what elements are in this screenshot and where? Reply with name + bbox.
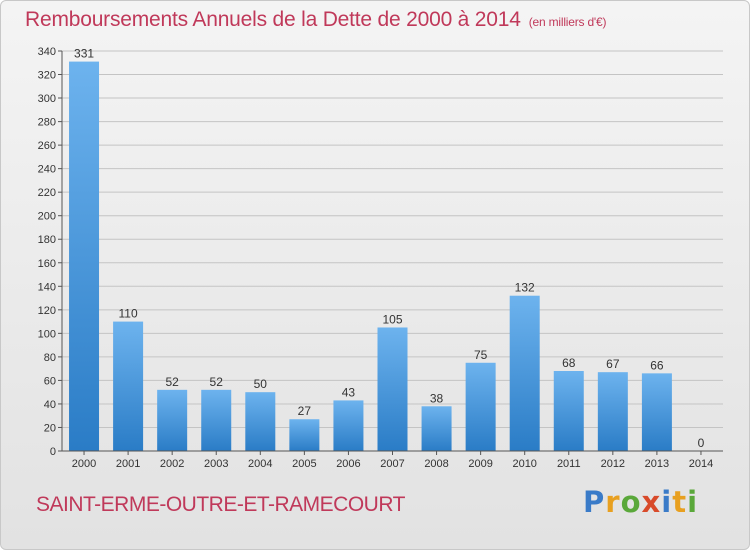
chart-title: Remboursements Annuels de la Dette de 20… bbox=[25, 8, 606, 32]
y-tick-label: 200 bbox=[38, 211, 56, 223]
y-tick-label: 260 bbox=[38, 140, 56, 152]
bar-value-label: 68 bbox=[562, 356, 576, 370]
bar bbox=[113, 321, 144, 451]
bar-value-label: 43 bbox=[342, 385, 356, 399]
bar bbox=[641, 373, 672, 451]
bar bbox=[289, 419, 320, 451]
x-tick-label: 2001 bbox=[116, 458, 140, 470]
y-tick-label: 180 bbox=[38, 234, 56, 246]
proxiti-logo: Proxiti bbox=[583, 485, 698, 519]
bar bbox=[465, 362, 496, 451]
y-tick-label: 240 bbox=[38, 164, 56, 176]
bar-value-label: 75 bbox=[474, 348, 488, 362]
y-tick-label: 140 bbox=[38, 281, 56, 293]
y-tick-label: 300 bbox=[38, 93, 56, 105]
bar-value-label: 52 bbox=[210, 375, 224, 389]
y-tick-label: 60 bbox=[44, 375, 56, 387]
logo-letter: P bbox=[583, 485, 606, 519]
x-tick-label: 2003 bbox=[204, 458, 228, 470]
y-tick-label: 160 bbox=[38, 258, 56, 270]
y-tick-label: 80 bbox=[44, 352, 56, 364]
bar-value-label: 38 bbox=[430, 391, 444, 405]
y-tick-label: 340 bbox=[38, 46, 56, 58]
bar bbox=[597, 372, 628, 451]
bar-value-label: 0 bbox=[698, 436, 705, 450]
y-tick-label: 0 bbox=[50, 446, 56, 458]
bars: 331 110 52 52 50 27 43 105 38 75 132 68 67 66 0 bbox=[69, 47, 705, 452]
x-tick-label: 2000 bbox=[72, 458, 96, 470]
y-tick-label: 100 bbox=[38, 328, 56, 340]
bar bbox=[553, 371, 584, 451]
bar-value-label: 132 bbox=[515, 281, 535, 295]
bar-value-label: 52 bbox=[165, 375, 179, 389]
bar bbox=[157, 389, 188, 451]
logo-letter: x bbox=[641, 485, 662, 519]
x-tick-label: 2011 bbox=[557, 458, 581, 470]
bar-value-label: 27 bbox=[298, 404, 312, 418]
y-tick-label: 280 bbox=[38, 117, 56, 129]
x-axis: 2000 2001 2002 2003 2004 2005 2006 2007 2008 2009… bbox=[62, 450, 723, 470]
x-tick-label: 2013 bbox=[645, 458, 669, 470]
bar-value-label: 50 bbox=[254, 377, 268, 391]
bar-value-label: 67 bbox=[606, 357, 620, 371]
bar bbox=[69, 61, 100, 452]
y-tick-label: 40 bbox=[44, 399, 56, 411]
logo-letter: r bbox=[605, 485, 621, 519]
x-tick-label: 2004 bbox=[248, 458, 272, 470]
x-tick-label: 2010 bbox=[512, 458, 536, 470]
bar bbox=[509, 295, 540, 451]
x-tick-label: 2008 bbox=[424, 458, 448, 470]
logo-letter: i bbox=[661, 485, 673, 519]
bar bbox=[377, 327, 408, 451]
x-tick-label: 2014 bbox=[689, 458, 713, 470]
chart-title-text: Remboursements Annuels de la Dette de 20… bbox=[25, 8, 521, 31]
x-tick-label: 2006 bbox=[336, 458, 360, 470]
town-name: SAINT-ERME-OUTRE-ET-RAMECOURT bbox=[36, 493, 405, 516]
bar-value-label: 110 bbox=[119, 307, 138, 321]
x-tick-label: 2005 bbox=[292, 458, 316, 470]
bar bbox=[201, 389, 232, 451]
bar-value-label: 105 bbox=[382, 312, 402, 326]
y-axis: 0 20 40 60 80 100 120 140 160 180 200 220 240 260 280 3… bbox=[38, 46, 63, 458]
x-tick-label: 2002 bbox=[160, 458, 184, 470]
y-tick-label: 20 bbox=[44, 422, 56, 434]
x-tick-label: 2009 bbox=[468, 458, 492, 470]
y-tick-label: 220 bbox=[38, 187, 56, 199]
bar-value-label: 331 bbox=[74, 47, 94, 61]
logo-letter: t bbox=[672, 485, 688, 519]
x-tick-label: 2012 bbox=[601, 458, 625, 470]
chart-unit: (en milliers d'€) bbox=[528, 15, 607, 29]
x-tick-label: 2007 bbox=[380, 458, 404, 470]
bar-value-label: 66 bbox=[650, 358, 664, 372]
bar bbox=[245, 392, 276, 451]
logo-letter: i bbox=[687, 485, 699, 519]
bar bbox=[333, 400, 364, 451]
y-tick-label: 320 bbox=[38, 70, 56, 82]
y-tick-label: 120 bbox=[38, 305, 56, 317]
bar bbox=[421, 406, 452, 451]
logo-letter: o bbox=[620, 485, 642, 519]
